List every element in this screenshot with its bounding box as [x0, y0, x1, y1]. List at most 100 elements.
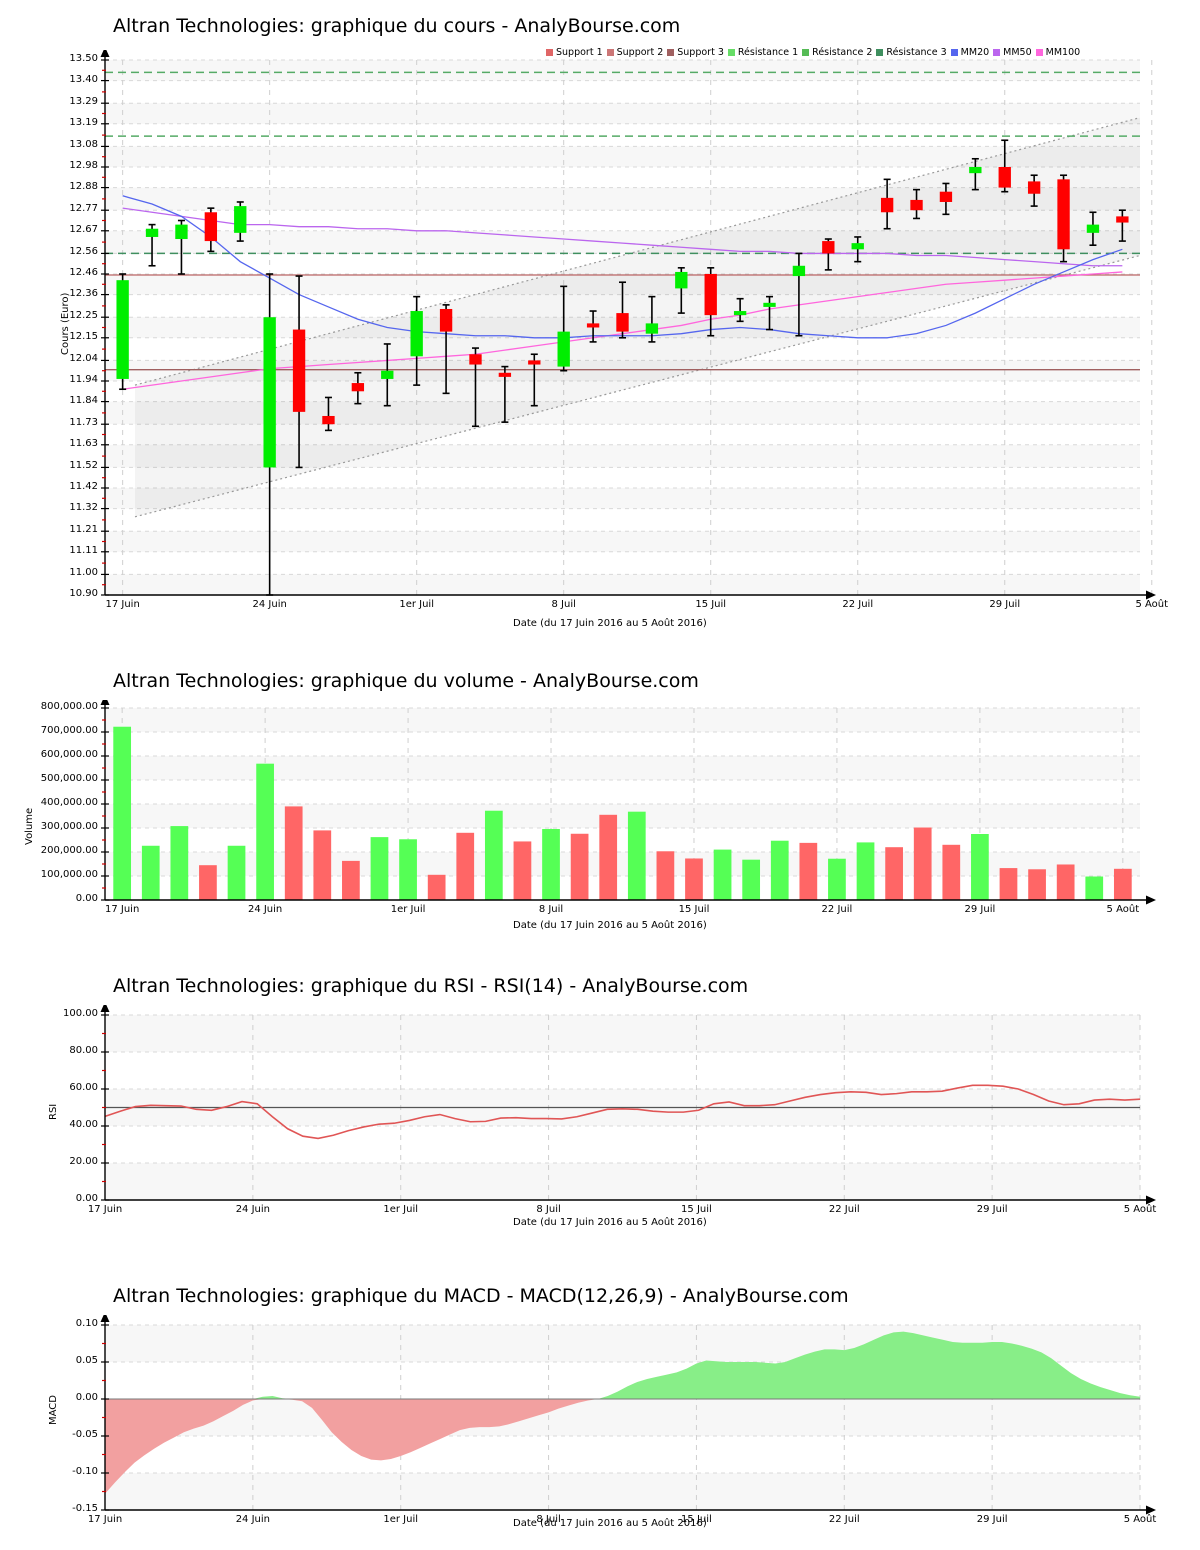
- x-axis-tick-label: 17 Juin: [87, 1204, 123, 1215]
- y-axis-tick-label: 20.00: [69, 1156, 98, 1167]
- legend-swatch-icon: [546, 49, 553, 56]
- legend-item: Résistance 2: [802, 47, 872, 58]
- macd-x-axis-label: Date (du 17 Juin 2016 au 5 Août 2016): [513, 1518, 707, 1529]
- volume-bar: [313, 830, 332, 900]
- x-axis-tick-label: 24 Juin: [235, 1514, 270, 1525]
- candlestick: [145, 223, 159, 267]
- y-axis-tick-label: 0.00: [75, 1193, 98, 1204]
- x-axis-tick-label: 29 Juil: [976, 1514, 1008, 1525]
- candlestick: [822, 238, 835, 271]
- legend-swatch-icon: [667, 49, 675, 56]
- volume-bar: [484, 810, 503, 900]
- candlestick: [910, 188, 923, 220]
- volume-bar: [542, 828, 560, 900]
- y-axis-tick-label: 11.42: [69, 481, 98, 492]
- x-axis-tick-label: 15 Juil: [678, 904, 710, 915]
- candlestick: [939, 182, 953, 216]
- price-chart-legend: Support 1 Support 2 Support 3 Résistance 1 R…: [546, 47, 1084, 58]
- y-axis-tick-label: 13.29: [69, 96, 98, 108]
- volume-bar: [570, 833, 589, 900]
- y-axis-tick-label: 400,000.00: [40, 797, 98, 808]
- x-axis-tick-label: 17 Juin: [104, 904, 140, 915]
- y-axis-tick-label: 300,000.00: [40, 821, 98, 832]
- volume-bar: [971, 834, 989, 900]
- candlestick: [616, 281, 629, 339]
- candlestick: [675, 267, 688, 314]
- volume-bar: [199, 865, 217, 900]
- legend-label: Support 2: [616, 47, 664, 58]
- candlestick: [998, 139, 1011, 193]
- rsi-line: [104, 1084, 1141, 1140]
- volume-bar: [141, 845, 160, 900]
- y-axis-tick-label: 0.00: [75, 1392, 98, 1403]
- volume-chart-panel: Altran Technologies: graphique du volume…: [0, 655, 1200, 955]
- candlestick: [557, 285, 570, 372]
- volume-bar: [1113, 868, 1132, 900]
- volume-bar: [113, 726, 132, 900]
- legend-label: Support 1: [556, 47, 603, 58]
- volume-bar: [399, 839, 417, 900]
- legend-item: Support 3: [667, 47, 724, 58]
- candlestick: [733, 297, 747, 323]
- y-axis-tick-label: 11.00: [69, 567, 98, 579]
- legend-label: Résistance 3: [886, 47, 947, 58]
- candlestick: [1086, 211, 1100, 246]
- y-axis-tick-label: -0.05: [72, 1429, 98, 1440]
- x-axis-tick-label: 15 Juil: [695, 599, 727, 610]
- y-axis-tick-label: 12.77: [69, 203, 98, 215]
- price-x-axis-label: Date (du 17 Juin 2016 au 5 Août 2016): [513, 618, 707, 629]
- x-axis-tick-label: 8 Juil: [551, 599, 576, 610]
- candlestick: [204, 207, 218, 253]
- y-axis-tick-label: 600,000.00: [40, 749, 98, 760]
- y-axis-tick-label: 12.56: [69, 246, 98, 258]
- candlestick: [704, 267, 717, 337]
- y-axis-tick-label: 12.46: [69, 267, 98, 278]
- legend-swatch-icon: [993, 49, 1001, 56]
- candlestick: [234, 201, 247, 242]
- candlestick: [498, 365, 512, 423]
- legend-label: Résistance 2: [812, 47, 873, 58]
- price-chart-title: Altran Technologies: graphique du cours …: [113, 15, 681, 37]
- candlestick: [969, 157, 982, 191]
- x-axis-tick-label: 29 Juil: [964, 904, 996, 915]
- x-axis-tick-label: 5 Août: [1123, 1514, 1157, 1525]
- legend-item: Résistance 1: [727, 47, 798, 58]
- y-axis-tick-label: 11.94: [69, 374, 98, 385]
- y-axis-tick-label: 11.32: [69, 501, 98, 513]
- y-axis-tick-label: 13.19: [69, 116, 98, 128]
- volume-bar: [1085, 876, 1104, 900]
- candlestick: [175, 219, 188, 275]
- volume-bar: [284, 806, 303, 900]
- y-axis-tick-label: 100,000.00: [40, 869, 98, 880]
- rsi-chart-panel: Altran Technologies: graphique du RSI - …: [0, 960, 1200, 1250]
- x-axis-tick-label: 5 Août: [1135, 599, 1169, 610]
- macd-chart-panel: Altran Technologies: graphique du MACD -…: [0, 1270, 1200, 1550]
- volume-bar: [828, 858, 846, 900]
- x-axis-tick-label: 8 Juil: [538, 904, 564, 915]
- x-axis-tick-label: 22 Juil: [828, 1204, 860, 1215]
- candlestick: [439, 304, 453, 395]
- y-axis-tick-label: 200,000.00: [40, 845, 98, 856]
- rsi-chart-plot: [100, 1005, 1156, 1205]
- y-axis-tick-label: 11.52: [69, 460, 98, 472]
- x-axis-tick-label: 15 Juil: [681, 1204, 712, 1215]
- x-axis-tick-label: 17 Juin: [87, 1514, 123, 1525]
- macd-chart-title: Altran Technologies: graphique du MACD -…: [113, 1285, 849, 1307]
- volume-bar: [742, 859, 761, 900]
- price-chart-plot: [100, 50, 1156, 600]
- x-axis-tick-label: 8 Juil: [536, 1204, 561, 1215]
- candlestick: [263, 273, 276, 596]
- volume-bar: [942, 844, 961, 900]
- volume-bar: [856, 842, 875, 900]
- price-chart-panel: Altran Technologies: graphique du cours …: [0, 0, 1200, 650]
- x-axis-tick-label: 29 Juil: [989, 599, 1021, 610]
- volume-bar: [799, 842, 818, 900]
- volume-bar: [685, 858, 703, 900]
- x-axis-tick-label: 24 Juin: [247, 904, 283, 915]
- volume-bar: [627, 811, 646, 900]
- macd-chart-plot: [100, 1315, 1156, 1515]
- y-axis-tick-label: 0.10: [75, 1318, 98, 1329]
- legend-label: MM50: [1003, 47, 1032, 58]
- y-axis-tick-label: 12.88: [69, 180, 98, 192]
